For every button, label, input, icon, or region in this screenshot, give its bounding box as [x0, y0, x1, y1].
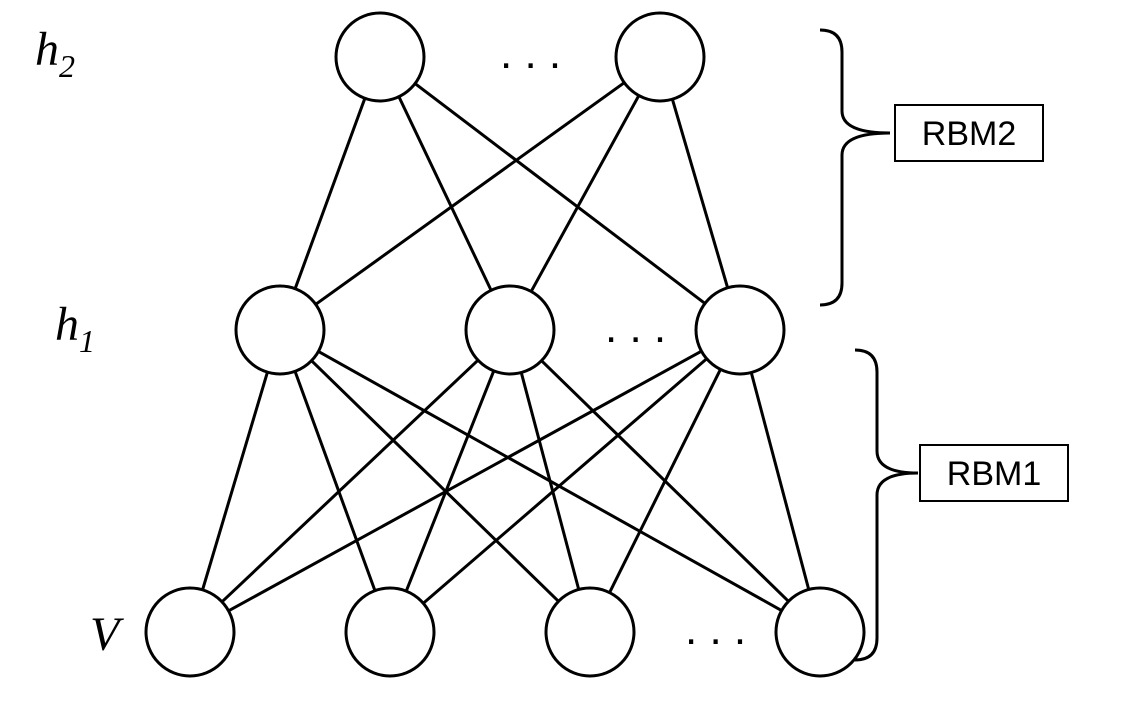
ellipsis: . . .	[605, 303, 666, 352]
brace-label-text: RBM2	[922, 115, 1016, 153]
node-h2	[336, 13, 424, 101]
node-V	[346, 588, 434, 676]
ellipsis: . . .	[685, 605, 746, 654]
node-V	[546, 588, 634, 676]
node-V	[146, 588, 234, 676]
brace-label-text: RBM1	[947, 455, 1041, 493]
node-h1	[466, 286, 554, 374]
node-h1	[236, 286, 324, 374]
layer-label-V: V	[90, 608, 124, 661]
ellipsis: . . .	[500, 29, 561, 78]
node-h2	[616, 13, 704, 101]
node-h1	[696, 286, 784, 374]
node-V	[776, 588, 864, 676]
dbn-diagram: . . .h2. . .h1. . .VRBM2RBM1	[0, 0, 1127, 703]
